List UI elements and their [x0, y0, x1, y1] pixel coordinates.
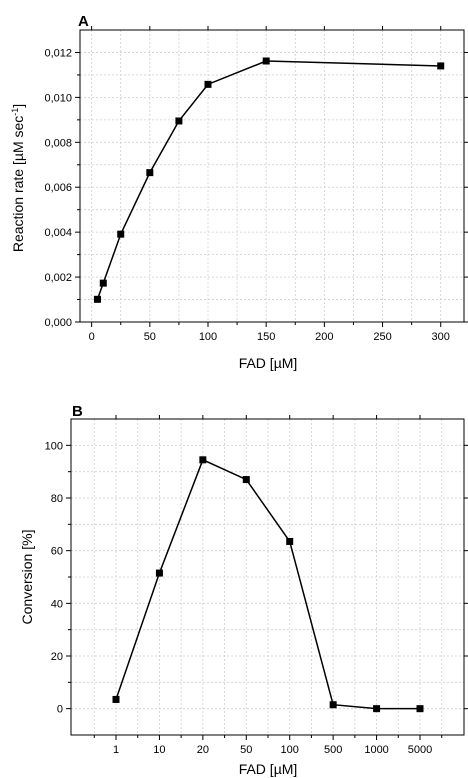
- panel-a-y-tick-label: 0,008: [44, 137, 72, 149]
- panel-a-x-tick-label: 150: [257, 331, 275, 343]
- panel-a-y-tick-label: 0,010: [44, 92, 72, 104]
- panel-a-x-tick-label: 250: [373, 331, 391, 343]
- panel-a-plot-frame: [79, 29, 465, 323]
- panel-b-x-tick-label: 1000: [364, 744, 388, 756]
- panel-a-y-axis-title-suffix: ]: [10, 104, 26, 108]
- panel-a-x-tick-label: 100: [199, 331, 217, 343]
- panel-b-x-tick-label: 100: [281, 744, 299, 756]
- panel-b-y-tick-label: 80: [51, 493, 63, 505]
- panel-b-y-tick-label: 100: [45, 440, 63, 452]
- panel-b-data-point: [329, 701, 337, 709]
- panel-b-x-tick-label: 10: [153, 744, 165, 756]
- panel-b-y-tick-label: 40: [51, 598, 63, 610]
- panel-b-series-line: [115, 458, 420, 710]
- panel-a-y-tick-label: 0,004: [44, 227, 72, 239]
- panel-b-x-tick-label: 500: [324, 744, 342, 756]
- panel-a-data-point: [93, 295, 101, 303]
- panel-a-y-axis-title: Reaction rate [µM sec-1]: [10, 104, 26, 252]
- panel-a-y-tick-label: 0,012: [44, 47, 72, 59]
- panel-a-data-point: [99, 279, 107, 287]
- panel-a-series-line: [96, 60, 441, 300]
- panel-a-y-axis-title-main: Reaction rate [µM sec: [10, 116, 26, 252]
- panel-b-y-tick-label: 0: [57, 704, 63, 716]
- panel-a-x-tick-label: 0: [89, 331, 95, 343]
- panel-b-chart: B 1 10 20 50 100 500 1000 5000 0 20 40 60 80 100 FAD …: [19, 403, 468, 777]
- panel-b-label: B: [72, 403, 83, 420]
- panel-b-data-point: [416, 705, 424, 713]
- panel-a-data-point: [262, 57, 270, 65]
- panel-b-x-axis-title: FAD [µM]: [239, 761, 298, 777]
- panel-b-data-point: [286, 537, 294, 545]
- panel-a-y-tick-label: 0,006: [44, 182, 72, 194]
- panel-a-x-axis-title: FAD [µM]: [239, 355, 298, 371]
- panel-a-x-tick-label: 50: [144, 331, 156, 343]
- panel-a-markers: [93, 57, 445, 303]
- panel-a-data-point: [117, 230, 125, 238]
- panel-a-x-tick-label: 300: [432, 331, 450, 343]
- panel-a-y-tick-label: 0,000: [44, 317, 72, 329]
- panel-a-data-point: [146, 169, 154, 177]
- panel-a-series-path: [96, 60, 441, 300]
- panel-b-data-point: [199, 456, 207, 464]
- panel-a-data-point: [175, 117, 183, 125]
- panel-a-y-axis-title-superscript: -1: [10, 108, 20, 116]
- panel-a-x-tick-label: 200: [315, 331, 333, 343]
- panel-a-ticks: 0 50 100 150 200 250 300 0,000 0,002 0,004 0,006 0,…: [44, 26, 468, 343]
- panel-b-data-point: [373, 705, 381, 713]
- panel-b-x-tick-label: 1: [113, 744, 119, 756]
- panel-a-label: A: [78, 13, 89, 30]
- panel-a-grid: [80, 30, 464, 323]
- panel-b-x-tick-label: 5000: [408, 744, 432, 756]
- panel-b-y-tick-label: 60: [51, 546, 63, 558]
- panel-a-chart: A 0 50 100 150 200 250 300 0,000 0,002 0,004 0,006…: [10, 13, 468, 371]
- panel-b-markers: [112, 456, 424, 713]
- panel-b-x-tick-label: 20: [197, 744, 209, 756]
- panel-b-data-point: [112, 695, 120, 703]
- panel-a-data-point: [204, 80, 212, 88]
- panel-b-grid: [71, 419, 464, 735]
- panel-b-y-tick-label: 20: [51, 651, 63, 663]
- panel-b-x-tick-label: 50: [240, 744, 252, 756]
- panel-b-data-point: [155, 569, 163, 577]
- panel-b-y-axis-title: Conversion [%]: [19, 530, 35, 625]
- panel-a-y-tick-label: 0,002: [44, 272, 72, 284]
- panel-b-data-point: [242, 476, 250, 484]
- panel-b-series-path: [115, 458, 420, 710]
- panel-b-ticks: 1 10 20 50 100 500 1000 5000 0 20 40 60 80 100: [45, 415, 468, 756]
- panel-a-data-point: [437, 62, 445, 70]
